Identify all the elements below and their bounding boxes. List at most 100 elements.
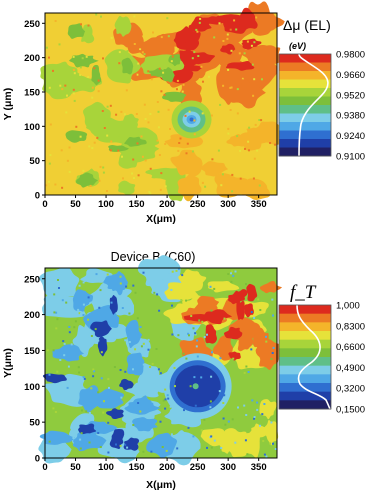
map1-speckle: [58, 43, 61, 46]
map1-speckle: [70, 91, 73, 94]
map1-lightgreen-patch: [118, 180, 136, 196]
map2-speckle: [230, 272, 232, 275]
x-tick-label: 200: [159, 462, 175, 473]
map2-circle-center: [192, 383, 199, 390]
map1-speckle: [264, 125, 267, 128]
map2-speckle: [250, 348, 253, 351]
map1-speckle: [158, 67, 161, 70]
map2-speckle: [173, 366, 176, 369]
map1-speckle: [226, 37, 229, 40]
colorbar-band: [279, 331, 331, 341]
map1-speckle: [109, 149, 112, 152]
map1-speckle: [236, 112, 239, 115]
map2-speckle: [262, 440, 265, 442]
map2-speckle: [176, 447, 179, 450]
x-tick-label: 250: [190, 199, 206, 210]
colorbar-band: [279, 88, 331, 97]
map2-speckle: [61, 299, 64, 302]
map1-speckle: [193, 133, 196, 136]
map1-speckle: [253, 157, 256, 160]
colorbar1-unit: (eV): [289, 41, 306, 51]
map1-speckle: [231, 190, 234, 193]
map1-speckle: [220, 184, 223, 187]
map2-speckle: [142, 450, 145, 453]
map1-speckle: [134, 74, 137, 77]
map2-red-patch: [202, 309, 233, 325]
map2-speckle: [170, 433, 173, 436]
map2-speckle: [99, 446, 102, 448]
map1-speckle: [136, 73, 139, 76]
map1-speckle: [164, 143, 167, 145]
map1-speckle: [52, 69, 54, 72]
map1-speckle: [141, 155, 144, 158]
map1-speckle: [196, 105, 199, 107]
x-tick-label: 100: [98, 462, 114, 473]
map2-speckle: [57, 279, 59, 281]
colorbar-band: [279, 130, 331, 140]
map2-speckle: [206, 446, 208, 449]
map1-speckle: [54, 183, 57, 186]
map1-speckle: [238, 52, 241, 55]
map1-speckle: [227, 132, 230, 135]
map1-speckle: [68, 170, 71, 173]
map2-speckle: [107, 378, 110, 381]
map1-speckle: [195, 28, 198, 31]
map2-speckle: [124, 443, 127, 446]
map2-speckle: [94, 328, 97, 331]
map2-lightblue-patch: [72, 324, 96, 358]
map1-speckle: [229, 86, 232, 89]
map2-speckle: [139, 326, 142, 328]
map1-speckle: [144, 118, 147, 120]
colorbar-tick-label: 0,8300: [336, 321, 365, 332]
map2-speckle: [88, 412, 91, 414]
y-tick-label: 50: [29, 418, 40, 429]
map1-speckle: [96, 136, 99, 139]
map1-speckle: [103, 127, 106, 129]
map2-yellow-patch: [207, 281, 240, 293]
map1-speckle: [169, 128, 171, 130]
map1-speckle: [262, 31, 265, 34]
map1-green-patch: [108, 145, 129, 152]
map1-speckle: [198, 21, 201, 24]
map1-speckle: [210, 114, 213, 117]
map2-blue-patch: [126, 352, 145, 376]
colorbar-band: [279, 54, 331, 63]
map2-speckle: [149, 366, 152, 368]
map2-speckle: [234, 441, 237, 444]
map2-speckle: [245, 283, 247, 286]
colorbar-band: [279, 400, 331, 410]
map1-amber-patch: [226, 134, 250, 147]
map2-speckle: [142, 363, 145, 366]
map2-speckle: [200, 376, 203, 379]
map1-speckle: [147, 121, 150, 124]
map2-speckle: [177, 334, 180, 337]
map2-speckle: [257, 298, 260, 301]
map1-speckle: [72, 68, 75, 71]
map2-yellow-lower-patch: [200, 428, 225, 447]
map1-speckle: [204, 185, 207, 188]
map1-speckle: [200, 65, 203, 68]
map1-speckle: [148, 191, 151, 193]
map1-speckle: [143, 103, 146, 106]
map2-blue-patch: [90, 388, 125, 409]
colorbar-band: [279, 348, 331, 358]
map2-red-patch: [244, 303, 254, 318]
map2-speckle: [175, 269, 178, 272]
map1-speckle: [226, 33, 229, 36]
map1-speckle: [201, 112, 204, 115]
map2-speckle: [119, 275, 122, 278]
map1-speckle: [256, 149, 259, 152]
colorbar-band: [279, 357, 331, 367]
map1-speckle: [217, 149, 220, 152]
map1-speckle: [236, 88, 239, 91]
map1-speckle: [221, 173, 224, 176]
map1-speckle: [49, 123, 52, 126]
map1-speckle: [182, 83, 185, 86]
map1-green-patch: [162, 91, 187, 102]
map1-speckle: [136, 142, 139, 145]
map1-speckle: [193, 94, 196, 97]
map1-speckle: [82, 169, 85, 172]
map2-speckle: [209, 406, 212, 409]
map1-speckle: [144, 159, 147, 162]
map1-speckle: [197, 55, 200, 57]
